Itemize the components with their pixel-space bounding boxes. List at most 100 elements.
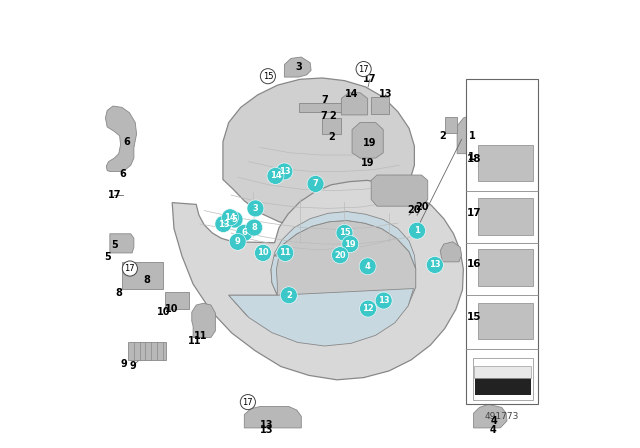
Text: 20: 20	[407, 205, 420, 215]
Polygon shape	[457, 115, 483, 154]
Circle shape	[332, 247, 349, 263]
Circle shape	[277, 245, 294, 261]
Text: 13: 13	[260, 420, 273, 430]
Text: 3: 3	[295, 62, 302, 72]
Circle shape	[426, 257, 444, 273]
Circle shape	[247, 200, 264, 217]
Circle shape	[255, 245, 271, 261]
Polygon shape	[110, 234, 134, 253]
Text: 15: 15	[339, 228, 350, 237]
Text: 6: 6	[120, 169, 127, 179]
Polygon shape	[106, 106, 136, 172]
Text: 11: 11	[195, 331, 208, 341]
Circle shape	[336, 224, 353, 241]
Circle shape	[122, 261, 138, 276]
Text: 13: 13	[278, 167, 290, 176]
Polygon shape	[474, 366, 531, 378]
Polygon shape	[228, 289, 413, 346]
Circle shape	[356, 61, 371, 77]
Polygon shape	[127, 342, 166, 360]
Circle shape	[260, 69, 275, 84]
Circle shape	[226, 211, 243, 228]
Text: 20: 20	[334, 251, 346, 260]
Text: 3: 3	[253, 204, 259, 213]
Text: 17: 17	[358, 65, 369, 73]
Text: 6: 6	[123, 137, 130, 146]
Circle shape	[229, 233, 246, 250]
Polygon shape	[474, 404, 507, 428]
Text: 4: 4	[490, 425, 496, 435]
Polygon shape	[440, 242, 461, 262]
Text: 9: 9	[130, 361, 136, 370]
Circle shape	[342, 236, 359, 253]
Text: 2: 2	[286, 291, 292, 300]
Text: 4: 4	[365, 262, 371, 271]
Circle shape	[375, 292, 392, 309]
Text: 10: 10	[257, 249, 269, 258]
Text: 7: 7	[313, 180, 319, 189]
Text: 13: 13	[429, 260, 441, 269]
Polygon shape	[371, 97, 389, 114]
Text: 2: 2	[328, 132, 335, 142]
Text: 13: 13	[378, 296, 390, 305]
Polygon shape	[352, 122, 383, 158]
Circle shape	[360, 300, 376, 317]
Circle shape	[408, 222, 426, 239]
Text: 13: 13	[260, 425, 273, 435]
Text: 17: 17	[467, 208, 481, 218]
Text: 8: 8	[115, 288, 122, 298]
Polygon shape	[192, 303, 216, 337]
Text: 5: 5	[111, 241, 118, 250]
Text: 18: 18	[467, 155, 481, 164]
Text: 14: 14	[224, 213, 236, 222]
Polygon shape	[223, 78, 414, 229]
Text: 10: 10	[165, 304, 179, 314]
Circle shape	[359, 258, 376, 275]
Text: 10: 10	[157, 307, 170, 317]
Text: 1: 1	[468, 152, 475, 162]
Text: 12: 12	[362, 304, 374, 313]
Polygon shape	[271, 211, 416, 295]
Polygon shape	[228, 220, 416, 343]
Text: 19: 19	[344, 240, 356, 249]
FancyBboxPatch shape	[479, 198, 533, 235]
Circle shape	[236, 224, 253, 241]
Polygon shape	[475, 378, 531, 395]
Circle shape	[221, 209, 239, 226]
Text: 6: 6	[241, 228, 247, 237]
Text: 15: 15	[262, 72, 273, 81]
Polygon shape	[165, 292, 189, 309]
Text: 4: 4	[490, 416, 497, 426]
Text: 17: 17	[243, 397, 253, 407]
Circle shape	[215, 215, 232, 233]
Polygon shape	[445, 117, 457, 133]
Circle shape	[280, 287, 298, 304]
FancyBboxPatch shape	[479, 145, 533, 181]
Text: 8: 8	[143, 275, 150, 284]
Text: 17: 17	[363, 74, 376, 84]
Circle shape	[307, 176, 324, 192]
Text: 20: 20	[415, 202, 428, 212]
FancyBboxPatch shape	[479, 250, 533, 286]
Polygon shape	[122, 262, 163, 289]
Text: 491773: 491773	[485, 412, 519, 421]
Text: 13: 13	[218, 220, 229, 228]
Circle shape	[276, 163, 293, 180]
Text: 9: 9	[235, 237, 241, 246]
Text: 7: 7	[320, 111, 327, 121]
Text: 2: 2	[329, 111, 336, 121]
Text: 17: 17	[108, 190, 121, 200]
Polygon shape	[371, 175, 428, 206]
Text: 8: 8	[252, 223, 257, 232]
Polygon shape	[322, 118, 341, 134]
Text: 15: 15	[467, 313, 481, 323]
FancyBboxPatch shape	[479, 303, 533, 339]
Text: 11: 11	[280, 249, 291, 258]
Text: 17: 17	[125, 264, 135, 273]
Polygon shape	[299, 103, 348, 112]
Polygon shape	[341, 93, 367, 115]
Polygon shape	[172, 181, 463, 380]
FancyBboxPatch shape	[473, 358, 533, 400]
Polygon shape	[244, 406, 301, 428]
Text: 14: 14	[346, 89, 359, 99]
